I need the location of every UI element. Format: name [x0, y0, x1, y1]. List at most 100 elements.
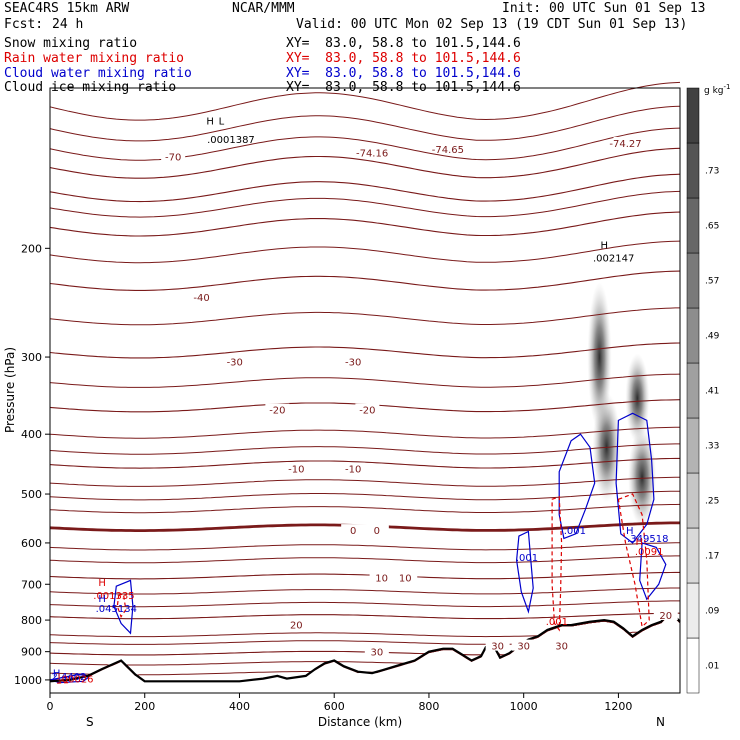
isotherm [49, 490, 680, 501]
contour-label-bg [485, 639, 510, 651]
colorbar-tick-label: .01 [705, 662, 719, 672]
isotherm [49, 240, 681, 264]
contour-label-bg [364, 524, 389, 536]
temperature-label: -20 [359, 406, 375, 417]
extremum-label: .001 [546, 617, 568, 628]
y-tick-label: 500 [21, 488, 42, 501]
colorbar-unit-exp: -1 [724, 83, 731, 91]
rain-water-contour [116, 592, 127, 619]
plot-frame [49, 87, 681, 694]
x-tick-label: 600 [324, 700, 345, 713]
extremum-label: H [98, 594, 106, 605]
contour-labels: -70 -74.16 -74.65 -74.27 -40 -30 -30 -20 -20 -10 -… [51, 116, 678, 686]
isotherm--50 [49, 211, 681, 237]
contour-label-bg [393, 571, 418, 583]
isotherm [49, 81, 681, 121]
isotherm [49, 476, 680, 487]
y-tick-label: 800 [21, 614, 42, 627]
field-xy-rain: XY= 83.0, 58.8 to 101.5,144.6 [286, 51, 521, 66]
isotherm [49, 611, 681, 645]
y-tick-label: 900 [21, 646, 42, 659]
colorbar-tick-label: .49 [705, 332, 720, 342]
contour-label-bg [364, 645, 389, 657]
field-label-cloud-water: Cloud water mixing ratio [4, 66, 192, 81]
field-xy-snow: XY= 83.0, 58.8 to 101.5,144.6 [286, 36, 521, 51]
x-tick-label: 200 [134, 700, 155, 713]
colorbar-bin [686, 417, 700, 474]
colorbar-unit: g kg-1 [704, 83, 730, 96]
contour-label-bg [653, 609, 678, 621]
valid-time: Valid: 00 UTC Mon 02 Sep 13 (19 CDT Sun … [296, 17, 688, 32]
isotherm [49, 555, 680, 564]
y-axis-label: Pressure (hPa) [3, 347, 17, 433]
temperature-label: 0 [374, 526, 380, 537]
x-end-label-n: N [656, 715, 665, 729]
isotherm [49, 373, 681, 388]
isotherm [49, 443, 680, 455]
temperature-label: -40 [193, 293, 209, 304]
cloud-water-contours [49, 412, 667, 684]
field-label-snow: Snow mixing ratio [4, 36, 138, 51]
colorbar-bin [686, 197, 700, 254]
contour-label-bg [265, 403, 290, 415]
extremum-label: .00026 [59, 675, 94, 686]
x-tick-label: 0 [47, 700, 54, 713]
y-tick-label: 700 [21, 578, 42, 591]
x-tick-label: 1200 [604, 700, 632, 713]
x-axis-label: Distance (km) [318, 715, 402, 729]
temperature-label: 10 [375, 574, 388, 585]
colorbar-unit-text: g kg [704, 86, 724, 96]
field-label-rain: Rain water mixing ratio [4, 51, 185, 66]
colorbar-bin [686, 527, 700, 584]
model-name: SEAC4RS 15km ARW [4, 1, 130, 16]
y-tick-label: 600 [21, 537, 42, 550]
contour-label-bg [435, 142, 460, 154]
temperature-label: -70 [165, 152, 181, 163]
y-tick-label: 1000 [14, 674, 42, 687]
colorbar-bin [686, 637, 700, 694]
contour-label-bg [222, 355, 247, 367]
extremum-label: L [219, 116, 225, 127]
isotherm [49, 600, 680, 608]
temperature-label: -30 [227, 357, 243, 368]
terrain-surface [49, 609, 681, 683]
isotherm--60 [49, 173, 681, 203]
extremum-label: .001 [516, 553, 538, 564]
colorbar-tick-label: .33 [705, 442, 719, 452]
fcst-value: 24 h [52, 17, 84, 32]
temperature-label: 20 [659, 611, 672, 622]
terrain-line [49, 609, 681, 683]
contour-label-bg [355, 403, 380, 415]
colorbar-tick-label: .25 [705, 497, 719, 507]
extremum-label: .001335 [93, 591, 134, 602]
isotherm [49, 127, 681, 161]
contour-label-bg [360, 146, 385, 158]
rain-water-contour [617, 493, 650, 628]
temperature-label: -30 [345, 357, 361, 368]
isotherm [49, 587, 680, 595]
isotherm [49, 190, 681, 218]
isotherm [49, 503, 681, 514]
colorbar-tick-label: .73 [705, 167, 719, 177]
rain-water-contour [551, 495, 563, 632]
colorbar: .01 .09 .17 .25 .33 .41 .49 .57 .65 .73 [686, 87, 720, 694]
colorbar-tick-label: .57 [705, 277, 719, 287]
cloud-water-contour [113, 579, 134, 635]
snow-blob [628, 427, 657, 528]
field-xy-cloud-water: XY= 83.0, 58.8 to 101.5,144.6 [286, 66, 521, 81]
init-time: Init: 00 UTC Sun 01 Sep 13 [502, 1, 706, 16]
temperature-label: -74.65 [432, 145, 464, 156]
isotherm-10 [49, 571, 680, 580]
x-tick-label: 400 [229, 700, 250, 713]
isotherm--70 [49, 147, 681, 179]
extremum-label: H [98, 578, 106, 589]
extremum-label: H [626, 526, 634, 537]
y-tick-label: 400 [21, 428, 42, 441]
x-tick-label: 1000 [510, 700, 538, 713]
extremum-label: 2.4402 [51, 672, 86, 683]
contour-label-bg [284, 462, 309, 474]
colorbar-tick-label: .09 [705, 607, 720, 617]
axes: 0 200 400 600 800 1000 12002003004005006007008… [14, 242, 632, 713]
contour-label-bg [613, 136, 638, 148]
